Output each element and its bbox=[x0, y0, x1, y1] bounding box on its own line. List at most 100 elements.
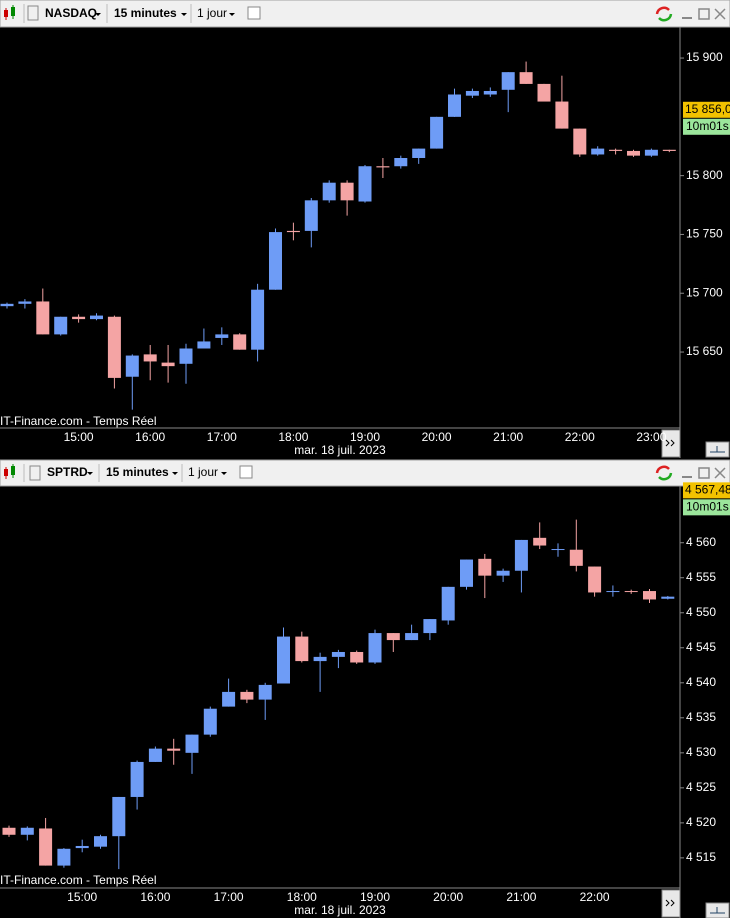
x-tick-label: 21:00 bbox=[493, 430, 523, 444]
candle-body bbox=[125, 355, 139, 377]
candle-body bbox=[569, 549, 583, 566]
info-button[interactable] bbox=[247, 6, 261, 20]
candle-body bbox=[555, 101, 569, 129]
candle-body bbox=[662, 149, 676, 151]
y-tick-label: 4 535 bbox=[686, 710, 716, 724]
candle-body bbox=[423, 619, 437, 634]
y-tick-label: 4 545 bbox=[686, 640, 716, 654]
x-tick-label: 15:00 bbox=[67, 890, 97, 904]
candle-body bbox=[36, 301, 50, 335]
x-tick-label: 17:00 bbox=[207, 430, 237, 444]
y-tick-label: 15 900 bbox=[686, 50, 723, 64]
x-tick-label: 20:00 bbox=[433, 890, 463, 904]
scroll-button[interactable] bbox=[661, 889, 681, 918]
candle-body bbox=[143, 354, 157, 362]
y-tick-label: 4 525 bbox=[686, 780, 716, 794]
y-tick-label: 4 515 bbox=[686, 850, 716, 864]
close-button[interactable] bbox=[714, 8, 726, 20]
candle-body bbox=[18, 301, 32, 304]
candle-body bbox=[460, 559, 473, 587]
candle-body bbox=[519, 72, 533, 84]
candle-body bbox=[94, 836, 107, 847]
candle-body bbox=[644, 149, 658, 156]
x-tick-label: 19:00 bbox=[360, 890, 390, 904]
timer-label: 10m01s bbox=[686, 119, 729, 133]
grip bbox=[27, 5, 39, 21]
candle-body bbox=[185, 734, 199, 753]
maximize-button[interactable] bbox=[698, 8, 710, 20]
zoom-button[interactable] bbox=[705, 441, 730, 458]
candle-body bbox=[514, 539, 528, 571]
refresh-icon[interactable] bbox=[655, 465, 673, 481]
x-tick-label: 17:00 bbox=[214, 890, 244, 904]
y-tick-label: 4 540 bbox=[686, 675, 716, 689]
period-dropdown[interactable]: 1 jour bbox=[188, 465, 227, 479]
symbol-dropdown[interactable]: NASDAQ bbox=[45, 6, 101, 20]
candle-body bbox=[430, 116, 444, 149]
x-tick-label: 22:00 bbox=[565, 430, 595, 444]
period[interactable]: 1 jour bbox=[188, 465, 218, 479]
timer-bg bbox=[683, 499, 730, 516]
candle-icon bbox=[4, 464, 15, 479]
x-tick-label: 18:00 bbox=[287, 890, 317, 904]
x-tick-label: 22:00 bbox=[580, 890, 610, 904]
candle-body bbox=[483, 90, 497, 95]
candle-body bbox=[322, 182, 336, 201]
maximize-button[interactable] bbox=[698, 467, 710, 479]
symbol-dropdown[interactable]: SPTRD bbox=[47, 465, 93, 479]
close-button[interactable] bbox=[714, 467, 726, 479]
candle-body bbox=[501, 72, 515, 90]
interval[interactable]: 15 minutes bbox=[114, 6, 177, 20]
toolbar-bg bbox=[0, 459, 730, 487]
price-label: 4 567,48 bbox=[685, 483, 730, 497]
candle-body bbox=[496, 570, 510, 576]
candle-body bbox=[215, 334, 229, 338]
candle-body bbox=[340, 182, 354, 201]
symbol[interactable]: NASDAQ bbox=[45, 6, 97, 20]
toolbar-bg bbox=[0, 0, 730, 28]
y-tick-label: 4 530 bbox=[686, 745, 716, 759]
toolbar: SPTRD 15 minutes 1 jour bbox=[0, 459, 730, 487]
source-label: IT-Finance.com - Temps Réel bbox=[0, 873, 157, 887]
candle-body bbox=[54, 316, 68, 335]
timer-bg bbox=[683, 118, 730, 135]
y-tick-label: 15 700 bbox=[686, 285, 723, 299]
candle-body bbox=[112, 796, 126, 837]
period-dropdown[interactable]: 1 jour bbox=[197, 6, 235, 20]
symbol[interactable]: SPTRD bbox=[47, 465, 88, 479]
interval-dropdown[interactable]: 15 minutes bbox=[114, 6, 187, 20]
plot-area bbox=[2, 519, 675, 870]
candle-body bbox=[304, 200, 318, 231]
candle-body bbox=[233, 334, 247, 350]
candle-body bbox=[0, 303, 14, 307]
candle-body bbox=[465, 90, 479, 96]
info-button[interactable] bbox=[239, 465, 253, 479]
candle-body bbox=[478, 558, 492, 576]
candle-body bbox=[643, 591, 656, 600]
candle-body bbox=[376, 166, 390, 168]
candle-body bbox=[222, 691, 236, 707]
zoom-button[interactable] bbox=[705, 902, 730, 918]
interval[interactable]: 15 minutes bbox=[106, 465, 169, 479]
candle-body bbox=[203, 708, 217, 735]
x-tick-label: 18:00 bbox=[278, 430, 308, 444]
candle-body bbox=[441, 586, 455, 621]
candle-body bbox=[251, 289, 265, 350]
x-tick-label: 16:00 bbox=[140, 890, 170, 904]
refresh-icon[interactable] bbox=[655, 6, 673, 22]
candle-body bbox=[448, 94, 461, 117]
candle-body bbox=[179, 348, 193, 364]
period[interactable]: 1 jour bbox=[197, 6, 227, 20]
interval-dropdown[interactable]: 15 minutes bbox=[106, 465, 178, 479]
candle-body bbox=[72, 316, 86, 320]
candle-body bbox=[331, 651, 345, 657]
candle-body bbox=[661, 596, 675, 599]
candle-body bbox=[57, 848, 71, 866]
candle-body bbox=[573, 128, 587, 155]
source-label: IT-Finance.com - Temps Réel bbox=[0, 414, 157, 428]
candle-body bbox=[537, 83, 551, 102]
candle-body bbox=[167, 748, 181, 751]
grip bbox=[29, 465, 41, 481]
